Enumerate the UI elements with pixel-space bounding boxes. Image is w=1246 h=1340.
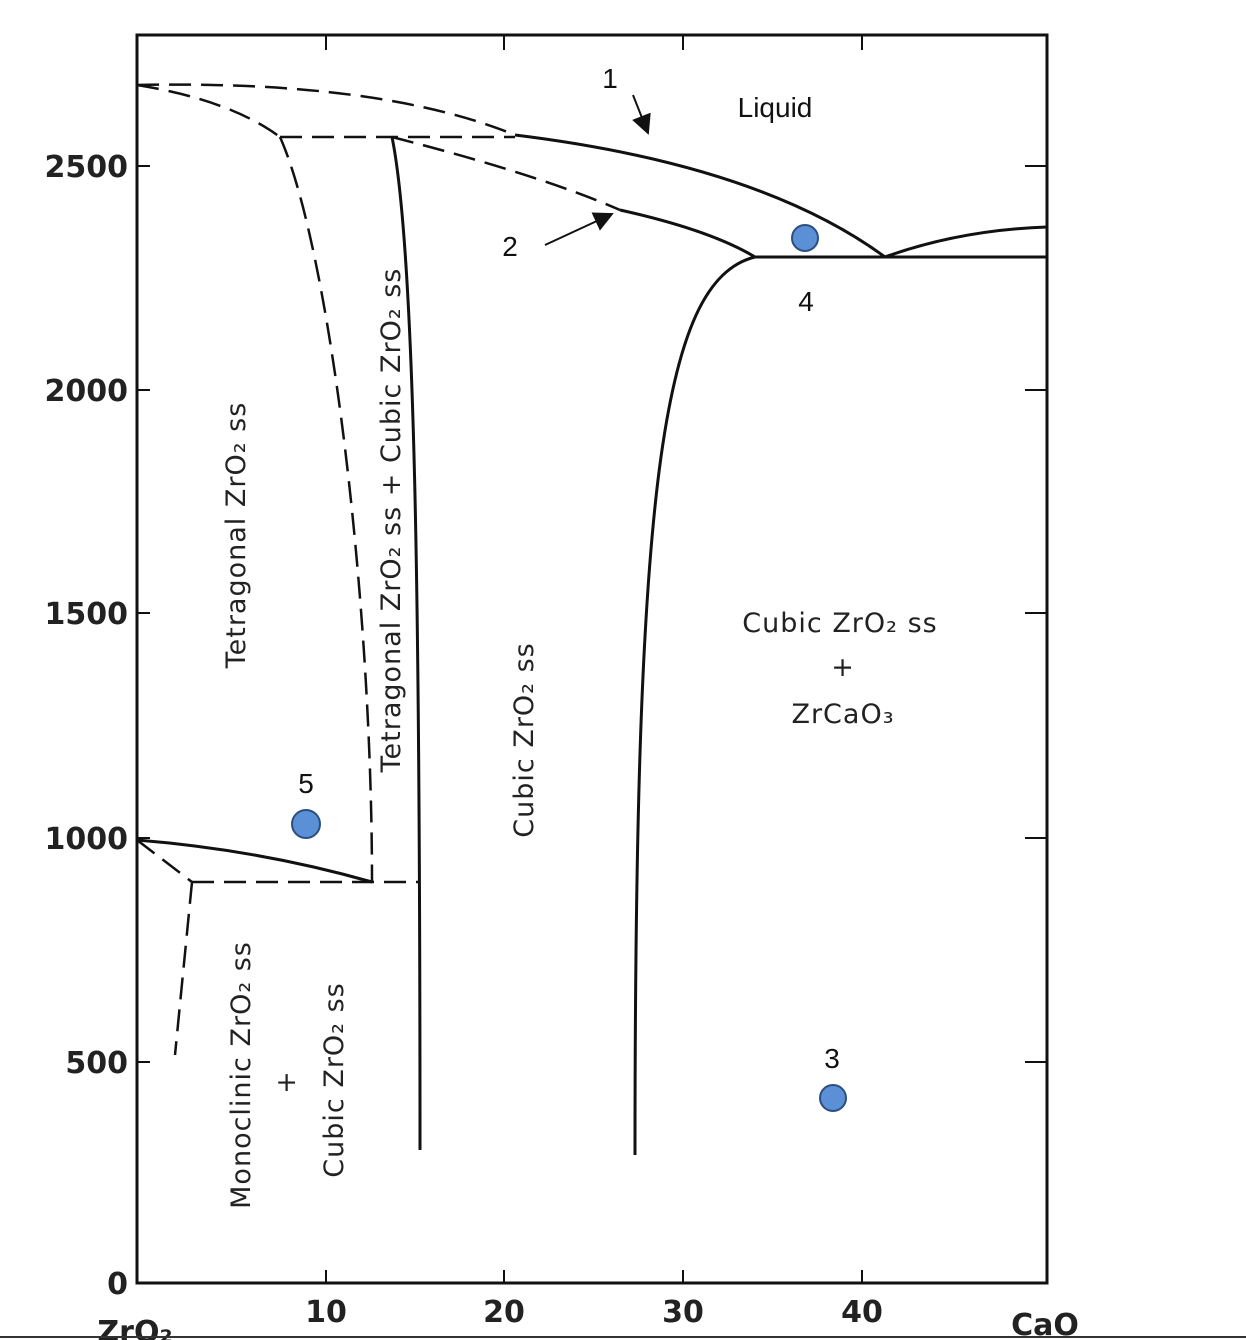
arrows bbox=[544, 94, 651, 246]
region-label: Cubic ZrO₂ ss bbox=[319, 982, 350, 1177]
plot-frame bbox=[135, 33, 1049, 1285]
ticks bbox=[137, 35, 1047, 1283]
x-tick-label: 10 bbox=[305, 1295, 347, 1330]
x-tick-label: 40 bbox=[841, 1295, 883, 1330]
region-label: Cubic ZrO₂ ss bbox=[742, 608, 937, 639]
region-label: Cubic ZrO₂ ss bbox=[509, 642, 540, 837]
y-tick-label: 1000 bbox=[45, 822, 129, 857]
region-label: Monoclinic ZrO₂ ss bbox=[226, 941, 257, 1209]
point-label: 1 bbox=[602, 63, 618, 94]
x-tick-label: CaO bbox=[1011, 1308, 1079, 1340]
point-4 bbox=[791, 224, 819, 252]
region-label: Liquid bbox=[738, 92, 813, 123]
region-label: ZrCaO₃ bbox=[791, 699, 894, 730]
region-label: Tetragonal ZrO₂ ss + Cubic ZrO₂ ss bbox=[376, 268, 407, 774]
x-tick-label: 30 bbox=[662, 1295, 704, 1330]
x-tick-label: ZrO₂ bbox=[97, 1315, 172, 1340]
point-label: 3 bbox=[824, 1043, 840, 1074]
region-label: + bbox=[271, 1070, 302, 1094]
y-tick-label: 0 bbox=[107, 1267, 128, 1302]
point-5 bbox=[291, 809, 321, 839]
point-3 bbox=[819, 1084, 847, 1112]
y-tick-label: 1500 bbox=[45, 597, 129, 632]
point-label: 2 bbox=[502, 231, 518, 262]
y-tick-label: 500 bbox=[65, 1046, 128, 1081]
phase-boundaries bbox=[136, 83, 1048, 1156]
region-label: Tetragonal ZrO₂ ss bbox=[221, 402, 252, 670]
region-label: + bbox=[831, 652, 855, 683]
point-label: 5 bbox=[298, 768, 314, 799]
y-tick-label: 2500 bbox=[45, 150, 129, 185]
y-tick-label: 2000 bbox=[45, 374, 129, 409]
points bbox=[291, 224, 847, 1112]
x-tick-label: 20 bbox=[483, 1295, 525, 1330]
point-label: 4 bbox=[798, 286, 814, 317]
